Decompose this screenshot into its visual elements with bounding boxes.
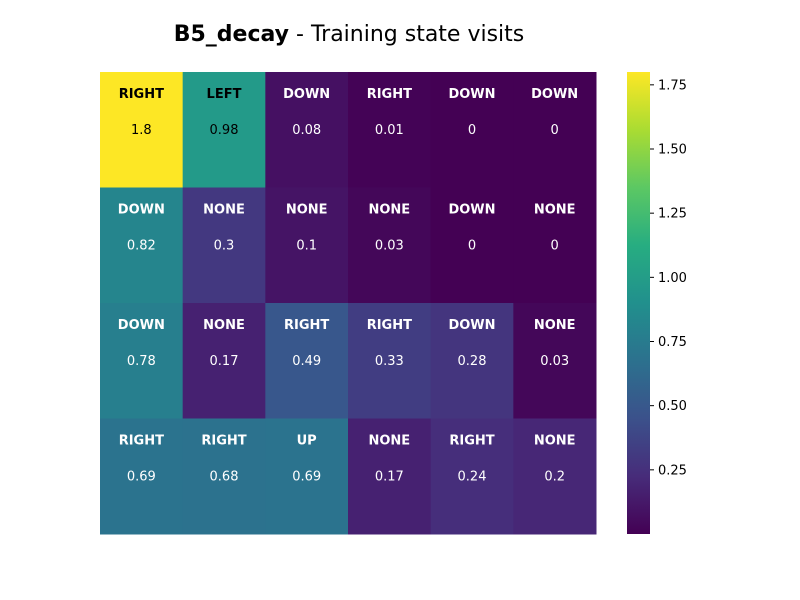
cell-value-label: 0.98 [210, 123, 239, 138]
cell-action-label: UP [297, 434, 317, 449]
cell-value-label: 0.28 [458, 354, 487, 369]
colorbar-tick-label: 0.75 [658, 335, 687, 350]
cell-value-label: 0.03 [540, 354, 569, 369]
chart-title-rest: - Training state visits [289, 22, 525, 47]
heatmap-cell [513, 187, 597, 304]
colorbar-tick-label: 1.50 [658, 143, 687, 158]
cell-value-label: 0.82 [127, 239, 156, 254]
colorbar-gradient [627, 72, 650, 534]
cell-action-label: LEFT [207, 87, 242, 102]
heatmap-cell [265, 187, 349, 304]
cell-action-label: NONE [368, 434, 410, 449]
cell-action-label: DOWN [531, 87, 578, 102]
cell-action-label: RIGHT [119, 87, 164, 102]
heatmap-cells: RIGHT 1.8 LEFT 0.98 DOWN 0.08 RIGHT 0.01 DOWN 0 DO… [100, 72, 597, 535]
heatmap-cell [348, 187, 432, 304]
cell-action-label: NONE [534, 434, 576, 449]
colorbar: 0.25 0.50 0.75 1.00 1.25 1.50 1.75 [627, 72, 687, 534]
cell-action-label: NONE [203, 318, 245, 333]
cell-value-label: 0 [468, 123, 476, 138]
colorbar-tick-label: 1.25 [658, 207, 687, 222]
heatmap-cell [430, 72, 514, 188]
cell-action-label: DOWN [448, 318, 495, 333]
cell-value-label: 0.2 [544, 470, 565, 485]
cell-value-label: 0.17 [375, 470, 404, 485]
chart-title-bold: B5_decay [173, 22, 290, 47]
cell-value-label: 0.24 [458, 470, 487, 485]
cell-action-label: NONE [534, 318, 576, 333]
cell-action-label: RIGHT [367, 318, 412, 333]
heatmap-cell [182, 418, 266, 535]
heatmap-cell [513, 303, 597, 419]
colorbar-tick-label: 0.25 [658, 463, 687, 478]
heatmap-cell [182, 72, 266, 188]
cell-value-label: 0.49 [292, 354, 321, 369]
cell-action-label: NONE [368, 203, 410, 218]
cell-action-label: NONE [534, 203, 576, 218]
cell-value-label: 0 [551, 239, 559, 254]
heatmap-cell [348, 418, 432, 535]
chart-title: B5_decay - Training state visits [0, 22, 698, 47]
cell-value-label: 0.01 [375, 123, 404, 138]
heatmap-cell [265, 418, 349, 535]
cell-value-label: 0.17 [210, 354, 239, 369]
heatmap-cell [182, 187, 266, 304]
cell-action-label: NONE [286, 203, 328, 218]
heatmap-cell [348, 72, 432, 188]
heatmap-cell [182, 303, 266, 419]
cell-action-label: RIGHT [201, 434, 246, 449]
cell-action-label: RIGHT [449, 434, 494, 449]
cell-value-label: 1.8 [131, 123, 152, 138]
colorbar-tick-label: 0.50 [658, 399, 687, 414]
heatmap-cell [430, 303, 514, 419]
heatmap-cell [348, 303, 432, 419]
cell-value-label: 0.69 [292, 470, 321, 485]
cell-value-label: 0.1 [296, 239, 317, 254]
cell-value-label: 0.08 [292, 123, 321, 138]
heatmap-cell [100, 72, 184, 188]
cell-value-label: 0.68 [210, 470, 239, 485]
cell-value-label: 0 [551, 123, 559, 138]
heatmap-cell [513, 418, 597, 535]
heatmap-cell [100, 187, 184, 304]
cell-value-label: 0.03 [375, 239, 404, 254]
cell-action-label: RIGHT [119, 434, 164, 449]
cell-action-label: RIGHT [367, 87, 412, 102]
cell-value-label: 0.78 [127, 354, 156, 369]
cell-action-label: DOWN [283, 87, 330, 102]
heatmap-cell [430, 418, 514, 535]
cell-action-label: DOWN [118, 203, 165, 218]
heatmap-cell [430, 187, 514, 304]
cell-action-label: DOWN [448, 203, 495, 218]
cell-action-label: RIGHT [284, 318, 329, 333]
colorbar-tick-label: 1.75 [658, 78, 687, 93]
cell-value-label: 0.33 [375, 354, 404, 369]
heatmap-cell [100, 303, 184, 419]
cell-action-label: DOWN [118, 318, 165, 333]
cell-action-label: NONE [203, 203, 245, 218]
heatmap-cell [265, 303, 349, 419]
cell-value-label: 0.69 [127, 470, 156, 485]
cell-value-label: 0 [468, 239, 476, 254]
colorbar-tick-label: 1.00 [658, 271, 687, 286]
heatmap-cell [100, 418, 184, 535]
heatmap-cell [265, 72, 349, 188]
heatmap-cell [513, 72, 597, 188]
cell-value-label: 0.3 [214, 239, 235, 254]
cell-action-label: DOWN [448, 87, 495, 102]
